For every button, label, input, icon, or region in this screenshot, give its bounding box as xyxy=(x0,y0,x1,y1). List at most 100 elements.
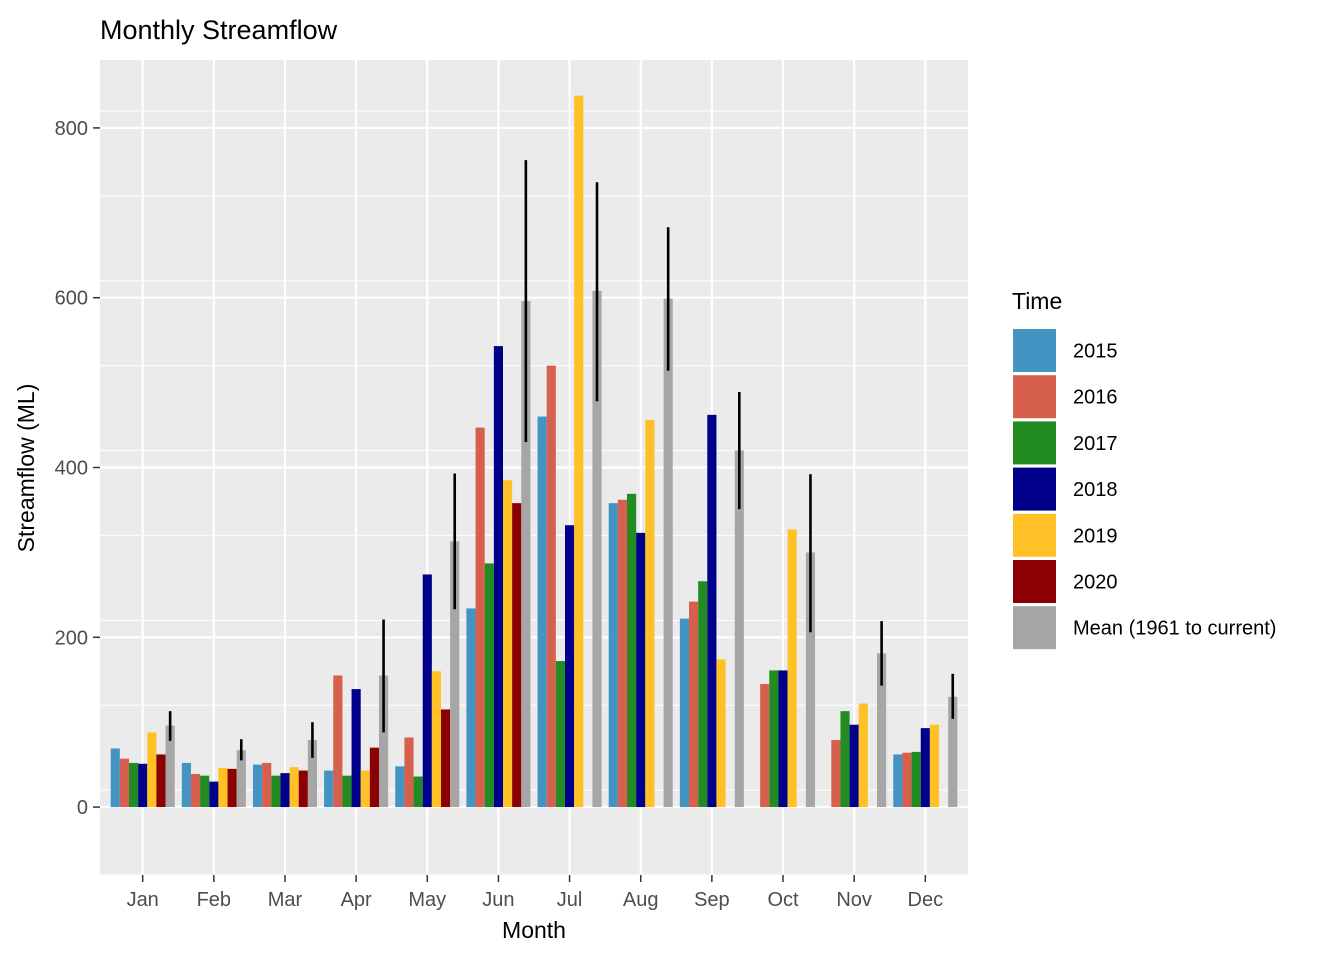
legend-key xyxy=(1013,375,1056,419)
x-tick-label: Dec xyxy=(908,889,944,911)
x-tick-label: Oct xyxy=(767,889,799,911)
x-tick-label: Jul xyxy=(557,889,583,911)
bar-2018-jun xyxy=(493,346,503,808)
legend-key xyxy=(1013,606,1056,650)
bar-2019-may xyxy=(431,671,441,808)
bar-2018-sep xyxy=(707,414,717,808)
bar-2019-feb xyxy=(218,768,228,808)
legend-label: 2015 xyxy=(1073,341,1118,363)
bar-2015-may xyxy=(395,766,405,808)
y-axis-title: Streamflow (ML) xyxy=(13,384,39,553)
bar-2016-nov xyxy=(831,740,841,808)
bar-mean-sep xyxy=(734,450,744,808)
legend: Time 2015 2016 2017 2018 2019 2020 Mean (1961 … xyxy=(1012,288,1276,650)
legend-key xyxy=(1013,467,1056,511)
bar-2018-mar xyxy=(280,773,290,808)
legend-label: 2019 xyxy=(1073,525,1118,547)
legend-key xyxy=(1013,560,1056,603)
bar-2015-aug xyxy=(608,503,618,808)
bar-2016-jul xyxy=(546,365,556,808)
bar-2019-jan xyxy=(147,732,157,808)
legend-label: 2016 xyxy=(1073,387,1118,409)
y-tick-label: 400 xyxy=(55,458,88,480)
bar-2016-apr xyxy=(333,675,343,808)
bar-2016-feb xyxy=(190,773,201,808)
bar-2016-oct xyxy=(760,683,770,808)
legend-title: Time xyxy=(1012,288,1062,314)
bar-2017-jun xyxy=(484,563,494,808)
bar-2015-mar xyxy=(252,764,263,808)
bar-2019-apr xyxy=(360,770,370,808)
bar-mean-dec xyxy=(948,696,958,808)
bar-mean-jul xyxy=(592,290,602,808)
bar-2019-jun xyxy=(503,480,513,808)
bar-2017-jan xyxy=(128,762,139,808)
bar-mean-jan xyxy=(165,725,175,808)
bars xyxy=(110,95,958,808)
x-tick-label: Mar xyxy=(268,889,303,911)
bar-2015-dec xyxy=(893,754,903,808)
bar-mean-nov xyxy=(877,653,887,808)
bar-2015-sep xyxy=(679,618,689,808)
bar-2018-jan xyxy=(138,763,148,808)
bar-2018-oct xyxy=(778,670,788,808)
legend-label: 2020 xyxy=(1073,572,1118,594)
y-tick-label: 600 xyxy=(55,288,88,310)
bar-2020-apr xyxy=(369,747,379,808)
bar-2018-jul xyxy=(565,525,575,808)
bar-2017-mar xyxy=(271,775,281,808)
x-tick-label: Sep xyxy=(694,889,730,911)
bar-2019-aug xyxy=(645,419,655,808)
bar-2018-dec xyxy=(920,728,930,808)
bar-mean-jun xyxy=(521,301,531,808)
bar-2018-feb xyxy=(209,781,219,808)
axes: 0 200 400 600 800 Jan Feb Mar Apr May Jun Jul Aug Sep… xyxy=(55,118,943,911)
legend-label: 2018 xyxy=(1073,479,1118,501)
bar-2018-nov xyxy=(849,724,859,808)
bar-2019-nov xyxy=(858,703,868,808)
bar-2017-aug xyxy=(627,493,637,808)
legend-label: 2017 xyxy=(1073,433,1118,455)
x-tick-label: Feb xyxy=(197,889,231,911)
bar-2017-apr xyxy=(342,775,352,808)
bar-2018-apr xyxy=(351,689,361,808)
x-tick-label: Jan xyxy=(127,889,159,911)
bar-2016-aug xyxy=(617,499,627,808)
legend-key xyxy=(1013,421,1056,465)
chart-title: Monthly Streamflow xyxy=(100,15,338,45)
bar-2019-mar xyxy=(289,767,299,808)
bar-2016-jun xyxy=(475,427,485,808)
bar-mean-apr xyxy=(379,675,389,808)
y-tick-label: 0 xyxy=(77,797,88,819)
bar-2019-jul xyxy=(574,95,584,808)
bar-2020-mar xyxy=(298,770,308,808)
bar-2018-aug xyxy=(636,532,646,808)
bar-2020-feb xyxy=(227,768,237,808)
bar-mean-may xyxy=(450,541,460,808)
x-tick-label: May xyxy=(408,889,446,911)
bar-2019-dec xyxy=(929,724,940,808)
y-tick-label: 200 xyxy=(55,627,88,649)
bar-2020-may xyxy=(441,709,451,808)
bar-2018-may xyxy=(422,574,432,808)
x-tick-label: Nov xyxy=(836,889,872,911)
bar-2019-sep xyxy=(716,659,726,808)
bar-2020-jan xyxy=(156,754,166,808)
bar-2017-jul xyxy=(555,661,565,808)
bar-mean-mar xyxy=(307,740,317,808)
bar-2015-apr xyxy=(324,770,334,808)
bar-2020-jun xyxy=(512,503,522,808)
bar-2017-feb xyxy=(200,775,210,808)
bar-2015-jun xyxy=(466,608,476,808)
bar-2015-jan xyxy=(110,748,120,808)
x-tick-label: Aug xyxy=(623,889,659,911)
bar-2016-sep xyxy=(689,601,699,808)
bar-2016-mar xyxy=(262,762,272,808)
bar-2015-feb xyxy=(181,762,191,808)
error-bars xyxy=(168,160,955,761)
bar-mean-oct xyxy=(805,552,816,808)
legend-label: Mean (1961 to current) xyxy=(1073,618,1276,640)
y-tick-label: 800 xyxy=(55,118,88,140)
legend-key xyxy=(1013,329,1056,372)
